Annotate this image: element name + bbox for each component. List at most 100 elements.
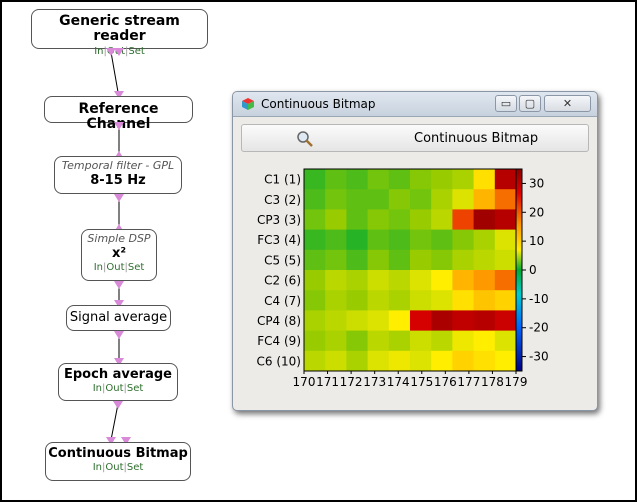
heatmap-cell — [325, 290, 347, 311]
colorbar-tick-label: 20 — [529, 205, 544, 219]
box-continuous-bitmap[interactable]: Continuous Bitmap In|Out|Set — [45, 442, 191, 481]
heatmap-cell — [388, 229, 411, 251]
heatmap-cell — [473, 249, 496, 271]
row-labels: C1 (1) C3 (2) CP3 (3) FC3 (4) C5 (5) C2 (6) C4… — [257, 173, 301, 369]
maximize-button[interactable]: ▢ — [519, 95, 541, 112]
heatmap-cell — [473, 169, 496, 190]
heatmap-cell — [410, 189, 432, 210]
x-tick-label: 178 — [481, 375, 504, 389]
colorbar-tick-label: 10 — [529, 234, 544, 248]
box-signal-average[interactable]: Signal average — [66, 305, 171, 331]
heatmap-cell — [367, 270, 390, 291]
heatmap-cell — [452, 229, 475, 251]
heatmap-cell — [304, 310, 326, 332]
app-cube-icon — [242, 98, 254, 110]
heatmap-cell — [452, 270, 475, 291]
input-pin[interactable] — [121, 437, 131, 445]
minimize-button[interactable]: ▭ — [495, 95, 517, 112]
x-tick-label: 172 — [340, 375, 363, 389]
input-pin[interactable] — [114, 151, 124, 159]
row-label: C3 (2) — [264, 193, 301, 207]
input-pin[interactable] — [114, 358, 124, 366]
heatmap-cell — [346, 310, 369, 332]
toolbar-label: Continuous Bitmap — [414, 131, 539, 146]
heatmap-cell — [367, 330, 390, 352]
heatmap-cell — [346, 290, 369, 311]
heatmap-cell — [431, 249, 453, 271]
row-label: FC4 (9) — [257, 334, 301, 348]
input-pin[interactable] — [114, 300, 124, 308]
output-pin[interactable] — [114, 281, 124, 289]
heatmap-cell — [473, 330, 496, 352]
box-value: 8-15 Hz — [90, 173, 146, 189]
row-label: C4 (7) — [264, 294, 301, 308]
row-label: CP4 (8) — [257, 314, 301, 328]
row-label: C5 (5) — [264, 253, 301, 267]
colorbar-tick-labels: 30 20 10 0 -10 -20 -30 — [522, 176, 549, 364]
output-pin[interactable] — [114, 48, 124, 56]
heatmap-cell — [346, 189, 369, 210]
box-simple-dsp[interactable]: Simple DSP x² In|Out|Set — [81, 229, 157, 281]
heatmap-cell — [325, 330, 347, 352]
box-title: Generic stream reader — [59, 13, 180, 45]
toolbar-button[interactable]: Continuous Bitmap — [241, 124, 589, 152]
heatmap-cell — [325, 270, 347, 291]
heatmap-cell — [325, 310, 347, 332]
heatmap-cell — [410, 290, 432, 311]
window-title: Continuous Bitmap — [261, 97, 376, 111]
heatmap-cell — [346, 229, 369, 251]
io-labels: In|Out|Set — [93, 262, 145, 274]
box-subtitle: Simple DSP — [87, 232, 151, 245]
heatmap-cell — [367, 290, 390, 311]
heatmap-cell — [367, 229, 390, 251]
heatmap-cell — [304, 249, 326, 271]
heatmap-cell — [410, 169, 432, 190]
heatmap-cell — [304, 350, 326, 372]
heatmap-cell — [431, 209, 453, 231]
box-generic-stream-reader[interactable]: Generic stream reader In|Out|Set — [31, 9, 208, 57]
heatmap-cell — [431, 350, 453, 372]
heatmap-cell — [473, 310, 496, 332]
x-tick-label: 173 — [363, 375, 386, 389]
heatmap-cell — [325, 189, 347, 210]
heatmap-cell — [431, 270, 453, 291]
colorbar-tick-label: -30 — [529, 350, 549, 364]
close-button[interactable]: ✕ — [544, 95, 591, 112]
heatmap-cell — [367, 169, 390, 190]
heatmap-cell — [494, 290, 517, 311]
heatmap-cell — [367, 189, 390, 210]
row-label: C6 (10) — [257, 354, 301, 368]
heatmap-cell — [325, 169, 347, 190]
output-pin[interactable] — [106, 48, 116, 56]
box-temporal-filter[interactable]: Temporal filter - GPL 8-15 Hz — [54, 156, 182, 194]
heatmap-cell — [452, 169, 475, 190]
input-pin[interactable] — [114, 224, 124, 232]
heatmap-cell — [410, 209, 432, 231]
heatmap-cell — [346, 350, 369, 372]
x-tick-label: 171 — [316, 375, 339, 389]
heatmap-cell — [452, 310, 475, 332]
heatmap-cell — [346, 330, 369, 352]
output-pin[interactable] — [114, 194, 124, 202]
heatmap-cell — [388, 310, 411, 332]
output-pin[interactable] — [113, 401, 123, 409]
heatmap-cell — [410, 229, 432, 251]
heatmap-cell — [388, 249, 411, 271]
heatmap-cell — [346, 209, 369, 231]
heatmap-cell — [473, 270, 496, 291]
x-tick-label: 175 — [410, 375, 433, 389]
heatmap-cell — [367, 310, 390, 332]
window-titlebar[interactable]: Continuous Bitmap ▭ ▢ ✕ — [233, 92, 597, 117]
heatmap-cell — [431, 330, 453, 352]
box-reference-channel[interactable]: Reference Channel — [44, 96, 193, 132]
heatmap-cell — [494, 249, 517, 271]
box-epoch-average[interactable]: Epoch average In|Out|Set — [58, 363, 178, 401]
input-pin[interactable] — [106, 437, 116, 445]
colorbar-tick-label: -20 — [529, 321, 549, 335]
input-pin[interactable] — [114, 91, 124, 99]
heatmap-cell — [410, 350, 432, 372]
heatmap-cell — [325, 249, 347, 271]
output-pin[interactable] — [114, 331, 124, 339]
output-pin[interactable] — [114, 122, 124, 130]
heatmap-cell — [452, 350, 475, 372]
